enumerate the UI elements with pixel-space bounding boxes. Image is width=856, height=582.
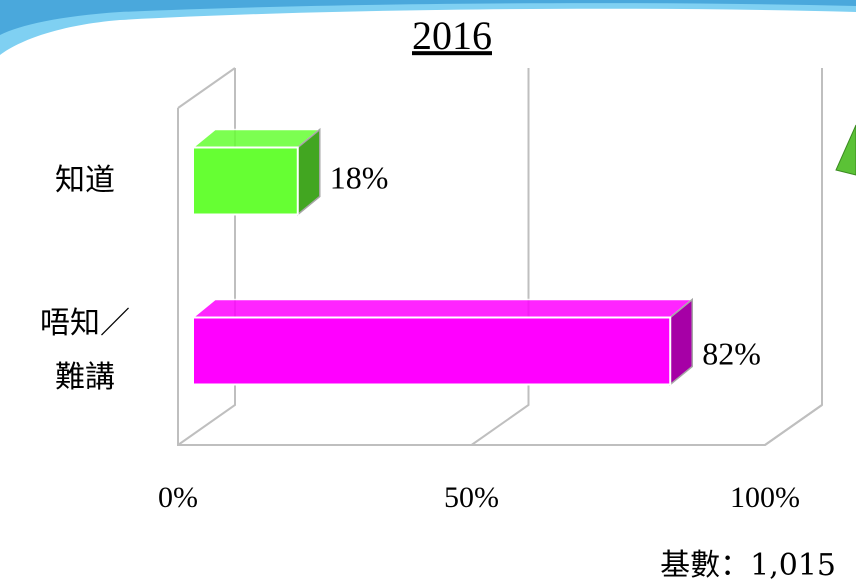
data-label: 18% (330, 159, 389, 195)
x-tick-label: 100% (730, 481, 800, 514)
data-label: 82% (702, 335, 761, 371)
y-tick-label: 知道 (35, 154, 135, 208)
x-tick-label: 0% (158, 481, 198, 514)
chart-svg: 2016 0% 50% 100% 18% 82% (0, 0, 856, 582)
axis-frame (178, 68, 822, 445)
grid-line (765, 68, 822, 445)
x-tick-label: 50% (444, 481, 499, 514)
y-tick-label: 唔知／難講 (35, 297, 135, 405)
bar-top (193, 300, 692, 318)
footnote: 基數：1,015 (660, 540, 836, 582)
decoration (836, 125, 856, 175)
grid-line (178, 68, 235, 445)
chart: 2016 0% 50% 100% 18% 82% 基數：1,015 知道唔知／難講 (0, 0, 856, 582)
bar (193, 318, 670, 385)
grid-line (472, 68, 529, 445)
chart-title: 2016 (412, 13, 492, 58)
bar (193, 148, 298, 215)
